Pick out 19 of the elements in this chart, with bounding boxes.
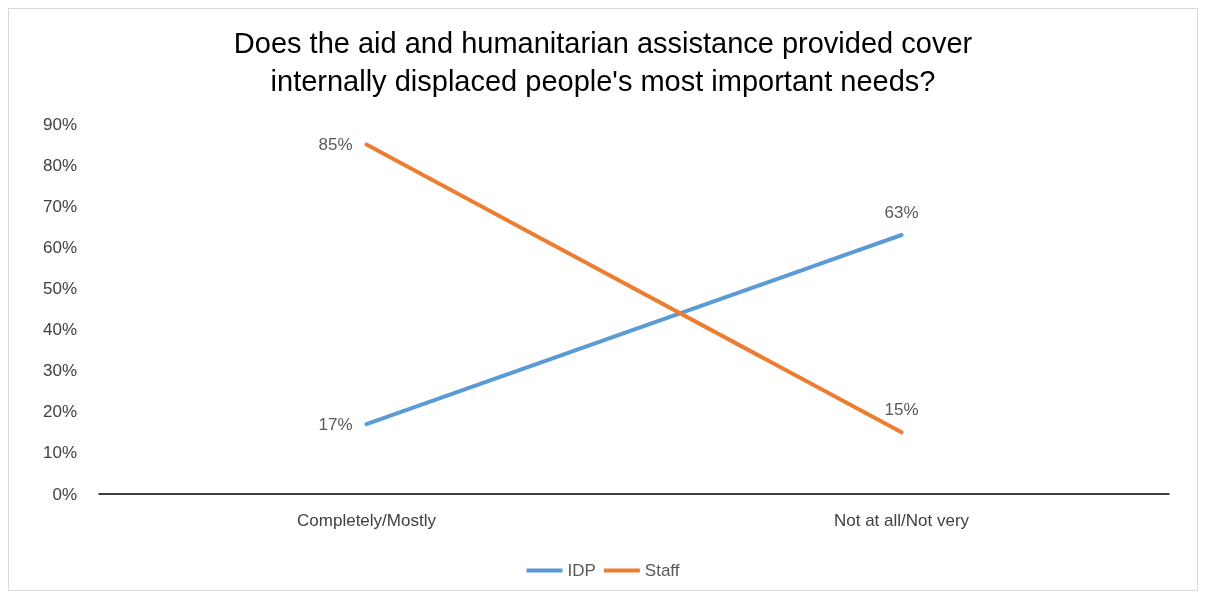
y-tick-label: 90%: [42, 114, 77, 134]
y-tick-label: 50%: [42, 278, 77, 298]
data-label: 63%: [884, 203, 919, 222]
y-tick-label: 20%: [42, 402, 77, 422]
y-tick-label: 0%: [52, 484, 77, 504]
x-tick-label: Not at all/Not very: [833, 511, 970, 530]
y-tick-label: 40%: [42, 320, 77, 340]
chart-title: Does the aid and humanitarian assistance provided cover internally displaced people's most important needs?: [233, 27, 973, 97]
data-label: 15%: [884, 400, 919, 420]
y-tick-label: 80%: [42, 155, 77, 175]
y-tick-label: 60%: [42, 237, 77, 257]
data-label: 17%: [318, 414, 353, 434]
y-tick-label: 10%: [42, 443, 77, 463]
legend-label: Staff: [644, 561, 680, 580]
y-tick-label: 30%: [42, 361, 77, 381]
y-tick-label: 70%: [42, 196, 77, 216]
legend-label: IDP: [567, 561, 596, 580]
x-tick-label: Completely/Mostly: [297, 511, 437, 530]
data-label: 85%: [318, 135, 353, 155]
